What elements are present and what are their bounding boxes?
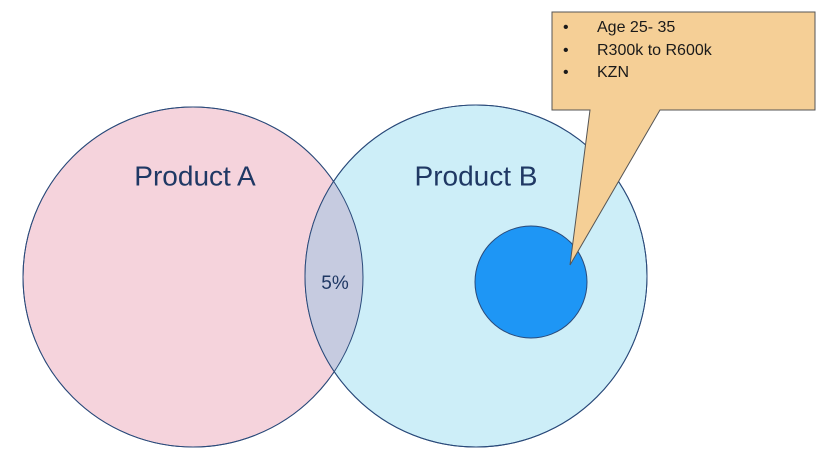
bullet: • [563, 19, 569, 36]
callout-item: R300k to R600k [597, 42, 713, 59]
circle-outline [22, 106, 364, 448]
callout-item: KZN [597, 64, 629, 81]
circle-label: Product B [415, 160, 538, 191]
bullet: • [563, 42, 569, 59]
segment-circle [474, 225, 588, 339]
overlap-label: 5% [321, 273, 349, 294]
callout-item: Age 25- 35 [597, 19, 675, 36]
circle-outline [304, 104, 648, 448]
bullet: • [563, 64, 569, 81]
callout-box [551, 11, 816, 266]
circle-label: Product A [134, 160, 256, 191]
